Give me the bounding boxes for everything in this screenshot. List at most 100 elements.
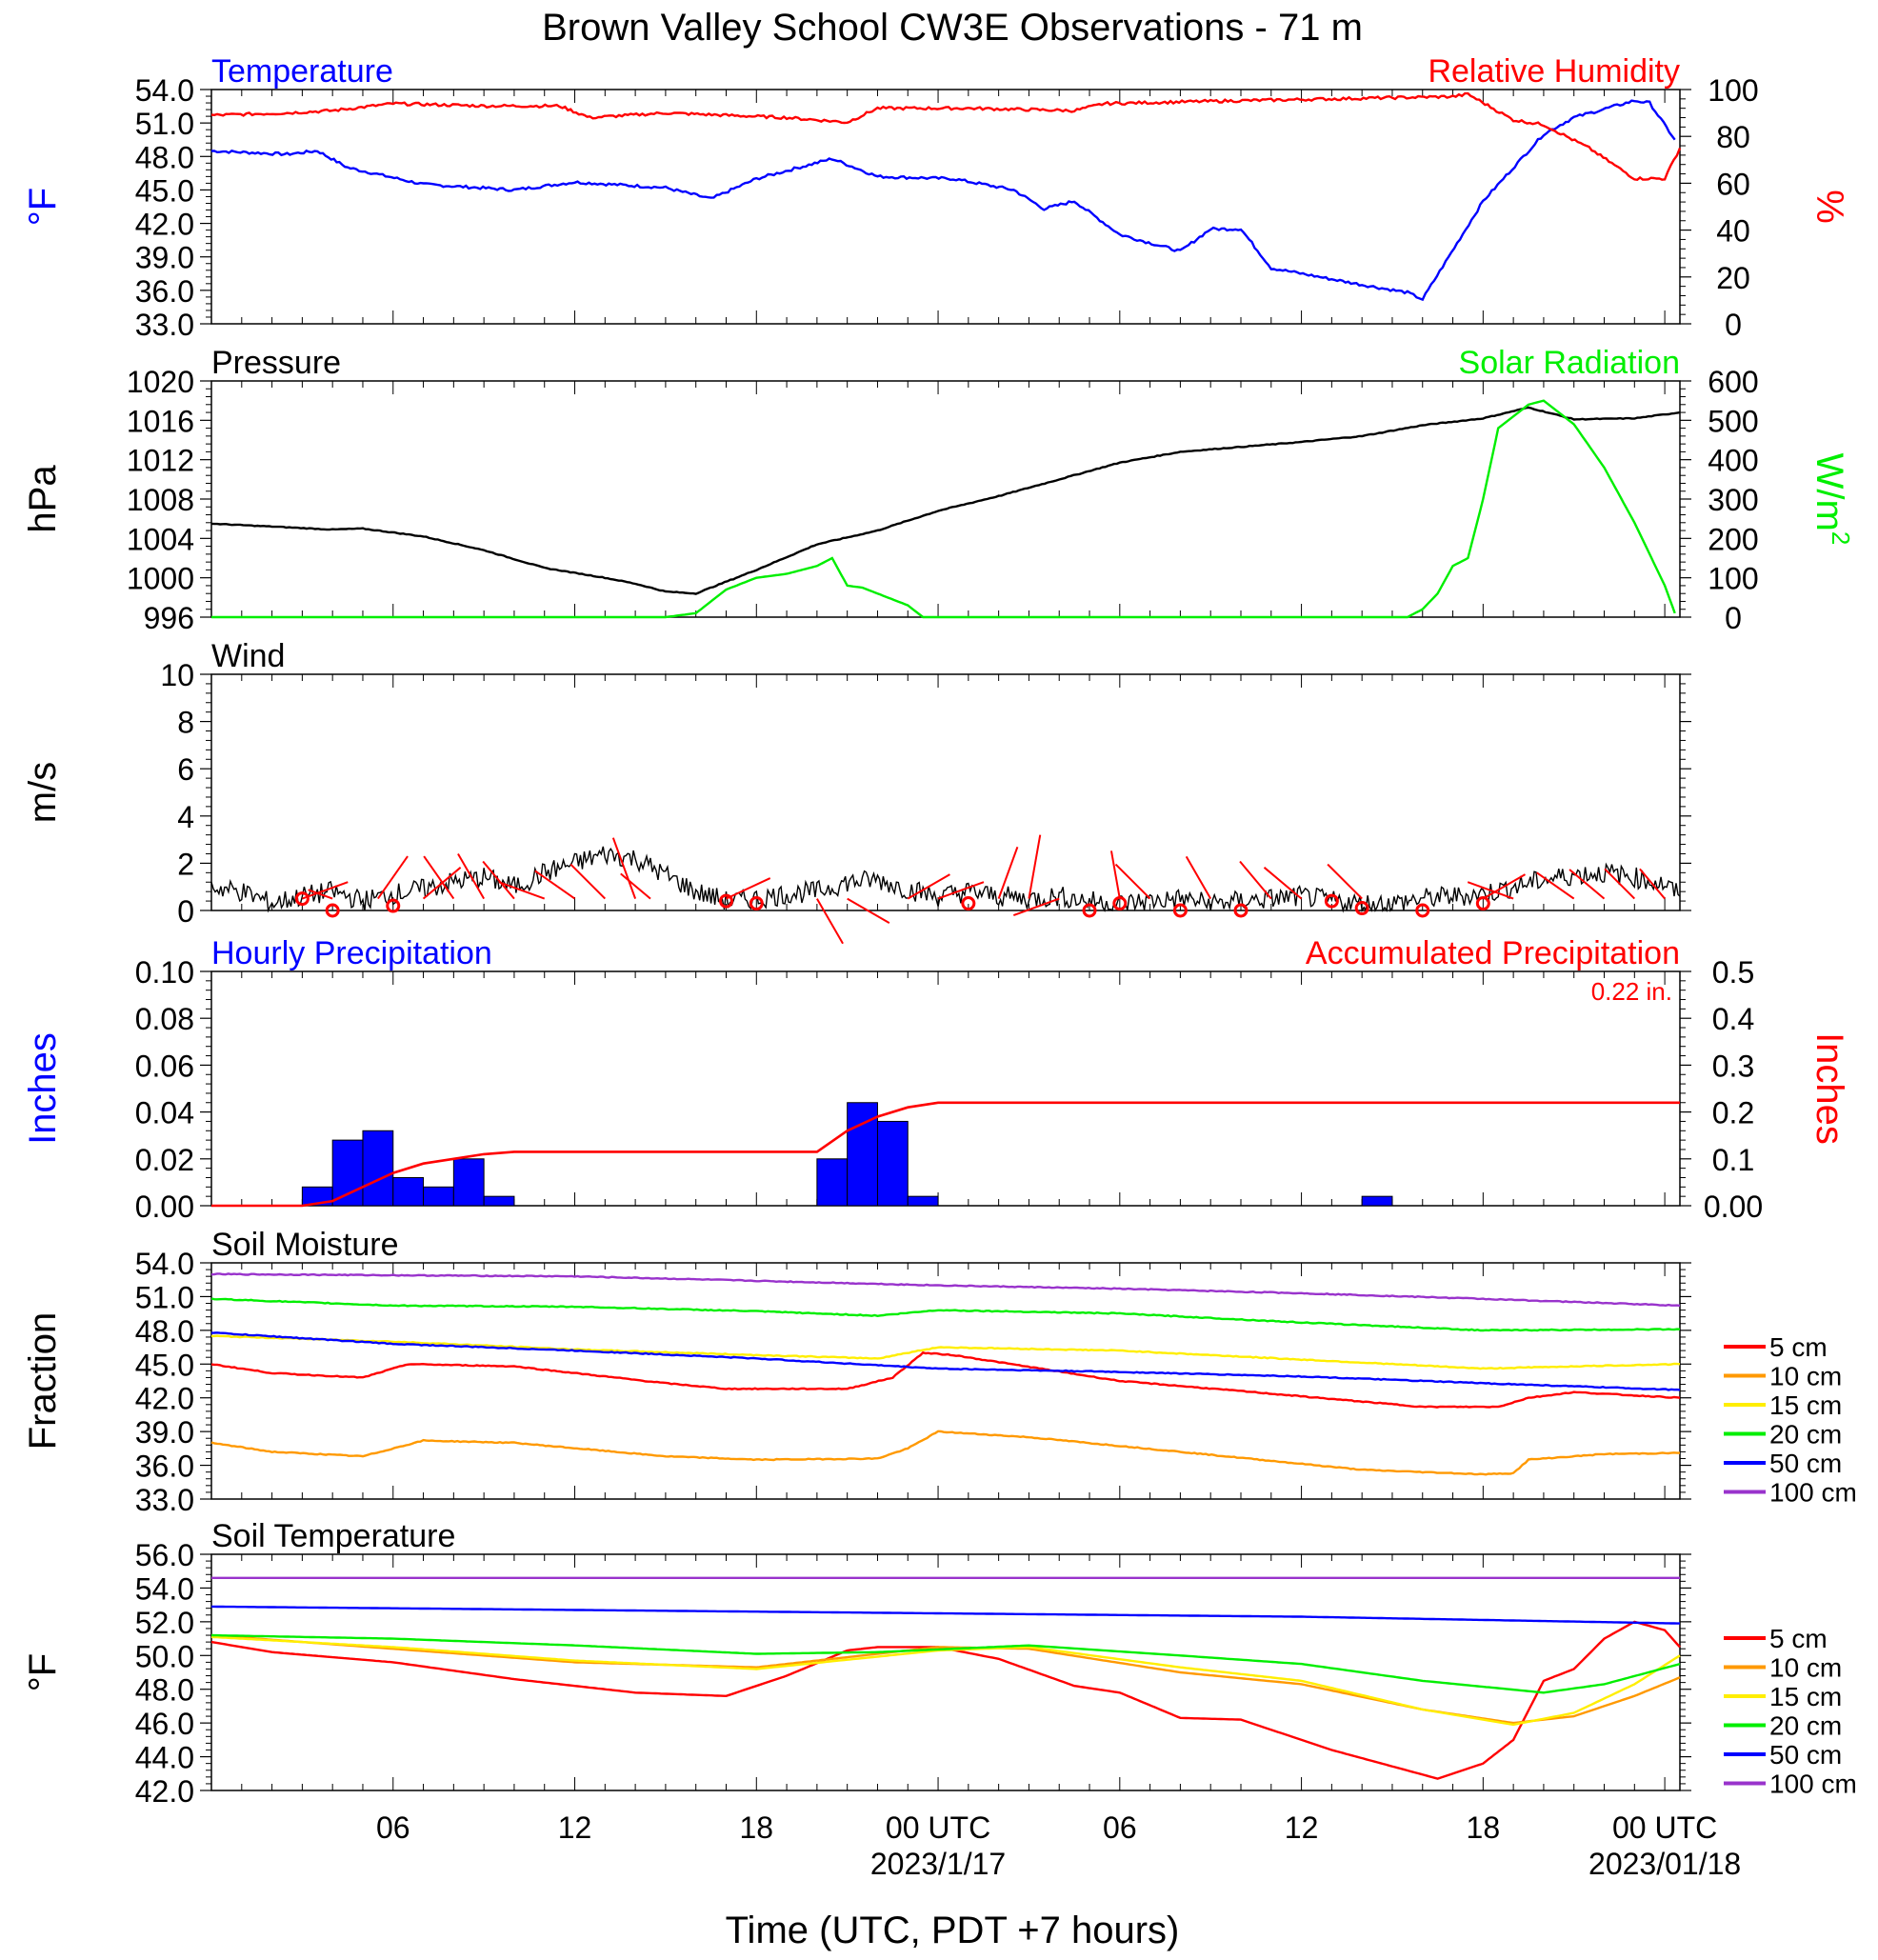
wind-calm-marker: [294, 891, 310, 907]
wind-barb: [1028, 834, 1042, 899]
y-tick-label-left: 51.0: [135, 1280, 194, 1314]
legend-label: 5 cm: [1769, 1332, 1828, 1362]
y-axis-label-left: Inches: [22, 1032, 64, 1145]
series-line-relative-humidity: [210, 91, 1682, 182]
y-tick-label-right: 200: [1708, 522, 1758, 556]
legend-label: 15 cm: [1769, 1682, 1842, 1711]
panel-title-left: Hourly Precipitation: [211, 935, 492, 971]
y-tick-label-right: 0: [1725, 308, 1742, 342]
wind-barb: [308, 889, 333, 900]
wind-calm-marker: [1475, 896, 1490, 911]
legend-label: 10 cm: [1769, 1362, 1842, 1391]
accum-total-label: 0.22 in.: [1591, 977, 1672, 1006]
wind-barb: [726, 877, 771, 900]
series-line-solar-radiation: [211, 399, 1676, 619]
y-tick-label-left: 36.0: [135, 1450, 194, 1484]
y-tick-label-left: 0.06: [135, 1049, 194, 1083]
y-tick-label-left: 39.0: [135, 1415, 194, 1450]
y-tick-label-left: 54.0: [135, 1247, 194, 1281]
y-tick-label-left: 54.0: [135, 73, 194, 108]
series-line-5-cm: [210, 1350, 1681, 1409]
wind-calm-marker: [325, 903, 340, 918]
precip-bar: [483, 1195, 515, 1207]
y-tick-label-left: 2: [177, 847, 194, 881]
y-tick-label-left: 44.0: [135, 1741, 194, 1775]
y-tick-label-left: 1016: [127, 404, 194, 438]
panel-frame: [210, 89, 1681, 325]
legend-label: 100 cm: [1769, 1478, 1857, 1508]
legend-label: 5 cm: [1769, 1624, 1828, 1653]
y-tick-label-left: 42.0: [135, 1774, 194, 1809]
y-tick-label-left: 1004: [127, 522, 194, 556]
y-axis-label-left: Fraction: [22, 1312, 64, 1450]
wind-barb: [482, 860, 515, 900]
wind-barb: [997, 846, 1019, 899]
wind-calm-marker: [1324, 893, 1339, 909]
y-axis-label-left: hPa: [22, 465, 64, 533]
wind-calm-marker: [1112, 896, 1128, 911]
x-tick-label: 12: [558, 1810, 592, 1845]
y-tick-label-left: 4: [177, 800, 194, 834]
precip-bar: [907, 1195, 939, 1207]
series-line-pressure: [210, 406, 1681, 595]
wind-calm-marker: [1415, 903, 1430, 918]
panel-soil_moisture: 33.036.039.042.045.048.051.054.0 Soil Moi…: [22, 1227, 1857, 1517]
legend-label: 20 cm: [1769, 1711, 1842, 1741]
wind-calm-marker: [718, 893, 733, 909]
x-tick-label: 12: [1285, 1810, 1319, 1845]
precip-bar: [876, 1120, 909, 1207]
panel-soil_temp: 42.044.046.048.050.052.054.056.0 Soil Tem…: [22, 1518, 1857, 1809]
wind-barb: [1239, 860, 1272, 900]
panel-temp_rh: 33.036.039.042.045.048.051.054.0 0 20 40 60 8…: [22, 53, 1850, 342]
y-tick-label-right: 300: [1708, 483, 1758, 517]
wind-calm-marker: [749, 896, 764, 911]
wind-barb: [1604, 868, 1636, 900]
precip-bar: [392, 1176, 425, 1207]
x-tick-date-label: 2023/1/17: [870, 1847, 1006, 1881]
panel-title-left: Temperature: [211, 53, 393, 90]
legend-label: 100 cm: [1769, 1770, 1857, 1799]
y-tick-label-left: 6: [177, 752, 194, 787]
y-tick-label-left: 42.0: [135, 1382, 194, 1416]
panel-pressure_solar: 996 1000 1004 1008 1012 1016 1020 0 100 200 300 400…: [22, 345, 1855, 635]
x-axis-label: Time (UTC, PDT +7 hours): [726, 1910, 1180, 1951]
wind-barb: [457, 852, 486, 900]
y-tick-label-left: 33.0: [135, 308, 194, 342]
y-tick-label-right: 0: [1725, 601, 1742, 635]
y-axis-label-right: W/m2: [1808, 453, 1855, 546]
y-tick-label-right: 500: [1708, 404, 1758, 438]
y-tick-label-left: 0.10: [135, 955, 194, 990]
wind-barb: [1327, 863, 1363, 900]
wind-calm-marker: [1082, 903, 1097, 918]
y-tick-label-left: 8: [177, 706, 194, 740]
legend-label: 50 cm: [1769, 1740, 1842, 1770]
y-tick-label-left: 45.0: [135, 1348, 194, 1382]
wind-barb: [377, 855, 409, 900]
y-axis-label-right: %: [1808, 190, 1850, 224]
precip-bar: [362, 1130, 394, 1207]
y-axis-label-left: m/s: [22, 762, 64, 823]
y-tick-label-left: 0.02: [135, 1143, 194, 1177]
x-tick-label: 00 UTC: [886, 1810, 990, 1845]
panel-frame: [210, 1262, 1681, 1500]
precip-bar: [816, 1158, 849, 1207]
panel-title-left: Pressure: [211, 345, 341, 381]
wind-barb: [907, 873, 950, 900]
y-tick-label-left: 33.0: [135, 1483, 194, 1517]
panel-wind: 0 2 4 6 8 10 Wind m/s: [22, 638, 1691, 945]
y-tick-label-left: 1012: [127, 444, 194, 478]
wind-barb: [620, 872, 651, 900]
y-tick-label-right: 100: [1708, 562, 1758, 596]
legend-label: 20 cm: [1769, 1420, 1842, 1450]
y-tick-label-left: 36.0: [135, 274, 194, 309]
wind-barb: [1109, 850, 1121, 899]
y-tick-label-left: 10: [160, 658, 194, 692]
wind-calm-marker: [1354, 901, 1369, 916]
wind-barb: [816, 898, 844, 945]
y-tick-label-right: 0.4: [1712, 1002, 1754, 1036]
y-tick-label-left: 0: [177, 894, 194, 929]
y-tick-label-right: 80: [1716, 120, 1750, 154]
wind-barb: [1536, 871, 1575, 900]
precip-bar: [331, 1139, 364, 1207]
precip-bar: [423, 1186, 454, 1207]
